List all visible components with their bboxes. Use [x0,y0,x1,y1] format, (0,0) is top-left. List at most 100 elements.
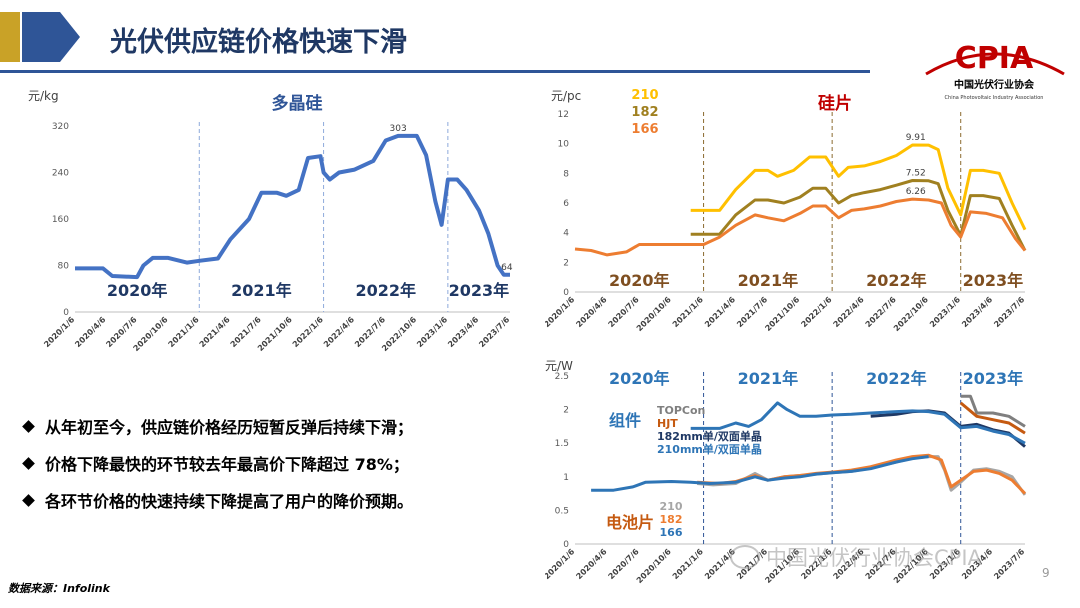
x-tick-label: 2020/4/6 [574,295,608,329]
series-line [959,401,1026,435]
data-label: 9.91 [906,133,926,143]
series-line [960,394,1026,428]
y-tick-label: 8 [563,169,569,179]
x-tick-label: 2020/10/6 [635,295,673,333]
y-tick-label: 0.5 [555,506,569,516]
x-tick-label: 2023/7/6 [992,547,1026,581]
bullet-item: 从年初至今，供应链价格经历短暂反弹后持续下滑； [20,414,520,438]
legend-label: 210mm单/双面单晶 [657,442,762,456]
x-tick-label: 2020/1/6 [545,295,577,329]
bullet-item: 价格下降最快的环节较去年最高价下降超过 78%； [20,451,520,475]
year-label: 2023年 [449,281,510,300]
y-axis-unit: 元/pc [551,89,581,103]
x-tick-label: 2021/1/6 [671,547,705,581]
x-tick-label: 2023/7/6 [992,295,1026,329]
x-tick-label: 2022/1/6 [291,315,325,349]
y-tick-label: 2.5 [555,372,569,382]
x-tick-label: 2022/4/6 [832,295,866,329]
x-tick-label: 2021/4/6 [198,315,232,349]
chart-title: 多晶硅 [272,93,323,114]
x-tick-label: 2022/4/6 [322,315,356,349]
y-tick-label: 1.5 [555,439,569,449]
x-tick-label: 2021/4/6 [703,295,737,329]
cpia-logo: CPIA 中国光伏行业协会 China Photovoltaic Industr… [925,41,1065,101]
logo-cn: 中国光伏行业协会 [954,78,1034,91]
logo-text: CPIA [955,41,1034,76]
y-tick-label: 10 [558,140,570,150]
x-tick-label: 2022/7/6 [864,295,898,329]
y-tick-label: 6 [563,199,569,209]
legend-label: 166 [660,526,683,539]
year-label: 2020年 [609,271,670,290]
y-tick-label: 0 [63,308,69,318]
module-label: 组件 [609,411,641,430]
y-tick-label: 0 [563,288,569,298]
year-label: 2021年 [738,369,799,388]
x-tick-label: 2021/7/6 [735,295,769,329]
series-line [690,401,1026,445]
year-label: 2020年 [107,281,168,300]
legend-label: 182 [660,513,683,526]
chart-title: 硅片 [818,93,852,114]
y-tick-label: 320 [52,122,69,132]
legend-label: 182 [631,105,658,120]
x-tick-label: 2022/1/6 [799,295,833,329]
legend-label: TOPCon [657,404,705,417]
y-tick-label: 160 [52,215,69,225]
x-tick-label: 2023/4/6 [446,315,480,349]
x-tick-label: 2020/10/6 [635,547,673,585]
data-label: 6.26 [906,187,926,197]
x-tick-label: 2020/4/6 [574,547,608,581]
data-label: 7.52 [906,168,926,178]
year-label: 2021年 [738,271,799,290]
title-divider [0,70,870,73]
x-tick-label: 2020/7/6 [607,295,641,329]
y-tick-label: 2 [563,406,569,416]
x-tick-label: 2021/10/6 [763,295,801,333]
x-tick-label: 2021/1/6 [167,315,201,349]
logo-en: China Photovoltaic Industry Association [945,95,1044,101]
series-line [690,143,1027,231]
data-label: 64 [501,263,513,273]
series-line [696,455,1027,496]
series-line [690,179,1027,252]
y-tick-label: 1 [563,473,569,483]
x-tick-label: 2023/7/6 [477,315,511,349]
x-tick-label: 2020/4/6 [73,315,107,349]
year-label: 2023年 [963,369,1024,388]
diamond-bullet-icon [22,493,35,507]
y-axis-unit: 元/kg [28,89,59,103]
legend-label: 182mm单/双面单晶 [657,429,762,443]
year-label: 2022年 [866,369,927,388]
cell-label: 电池片 [606,513,654,532]
series-line [75,133,510,280]
bullet-list: 从年初至今，供应链价格经历短暂反弹后持续下滑； 价格下降最快的环节较去年最高价下… [20,414,520,525]
x-tick-label: 2020/7/6 [607,547,641,581]
legend-label: 166 [631,122,658,137]
y-tick-label: 240 [52,169,69,179]
x-tick-label: 2023/4/6 [960,295,994,329]
year-label: 2021年 [231,281,292,300]
wafer-price-chart: 024681012元/pc2020/1/62020/4/62020/7/6202… [545,88,1027,333]
page-title: 光伏供应链价格快速下滑 [110,27,407,58]
year-label: 2022年 [866,271,927,290]
bullet-item: 各环节价格的快速持续下降提高了用户的降价预期。 [20,488,520,512]
y-tick-label: 12 [558,110,569,120]
series-line [591,455,929,492]
wechat-icon [730,545,760,569]
year-label: 2020年 [609,369,670,388]
y-tick-label: 2 [563,258,569,268]
year-label: 2022年 [355,281,416,300]
data-source: 数据来源：Infolink [8,582,110,595]
data-label: 303 [390,124,407,134]
y-tick-label: 80 [58,262,70,272]
x-tick-label: 2023/1/6 [928,295,962,329]
x-tick-label: 2020/1/6 [42,315,76,349]
y-tick-label: 0 [563,540,569,550]
diamond-bullet-icon [22,456,35,470]
legend-label: HJT [657,417,678,430]
watermark: 中国光伏行业协会CPIA [730,542,982,572]
legend-label: 210 [631,88,658,103]
module-cell-price-chart: 00.511.522.5元/W2020/1/62020/4/62020/7/62… [545,359,1027,585]
x-tick-label: 2021/1/6 [671,295,705,329]
